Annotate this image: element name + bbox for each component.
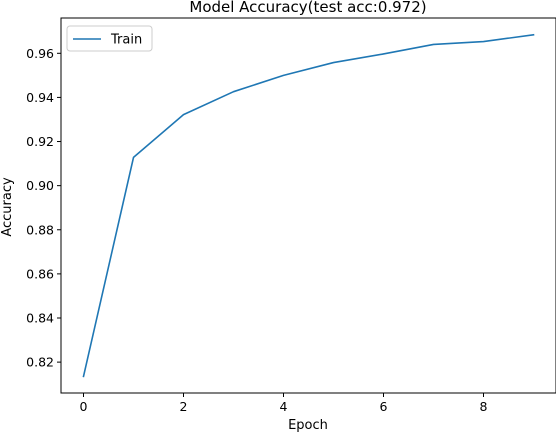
x-tick-label: 8: [480, 399, 488, 414]
y-tick-label: 0.92: [26, 134, 54, 149]
x-tick-label: 4: [280, 399, 288, 414]
legend-box: [66, 25, 153, 52]
y-tick-label: 0.86: [26, 266, 54, 281]
x-tick-label: 2: [180, 399, 188, 414]
y-tick-label: 0.90: [26, 178, 54, 193]
chart-title: Model Accuracy(test acc:0.972): [189, 0, 426, 16]
y-tick-label: 0.96: [26, 46, 54, 61]
x-tick-label: 0: [80, 399, 88, 414]
x-axis-label: Epoch: [288, 418, 328, 433]
x-tick-label: 6: [380, 399, 388, 414]
plot-frame: [60, 17, 556, 394]
y-tick-label: 0.88: [26, 222, 54, 237]
plot-area: 0 2 4 6 8 0.82 0.84 0.86 0.88 0.90 0.92 0.94 0.96 Tra…: [26, 17, 556, 414]
series-line-train: [82, 33, 535, 378]
y-tick-label: 0.84: [26, 311, 54, 326]
y-tick-label: 0.82: [26, 355, 54, 370]
legend-label: Train: [110, 33, 142, 48]
y-axis-label: Accuracy: [0, 177, 15, 237]
y-tick-label: 0.94: [26, 90, 54, 105]
